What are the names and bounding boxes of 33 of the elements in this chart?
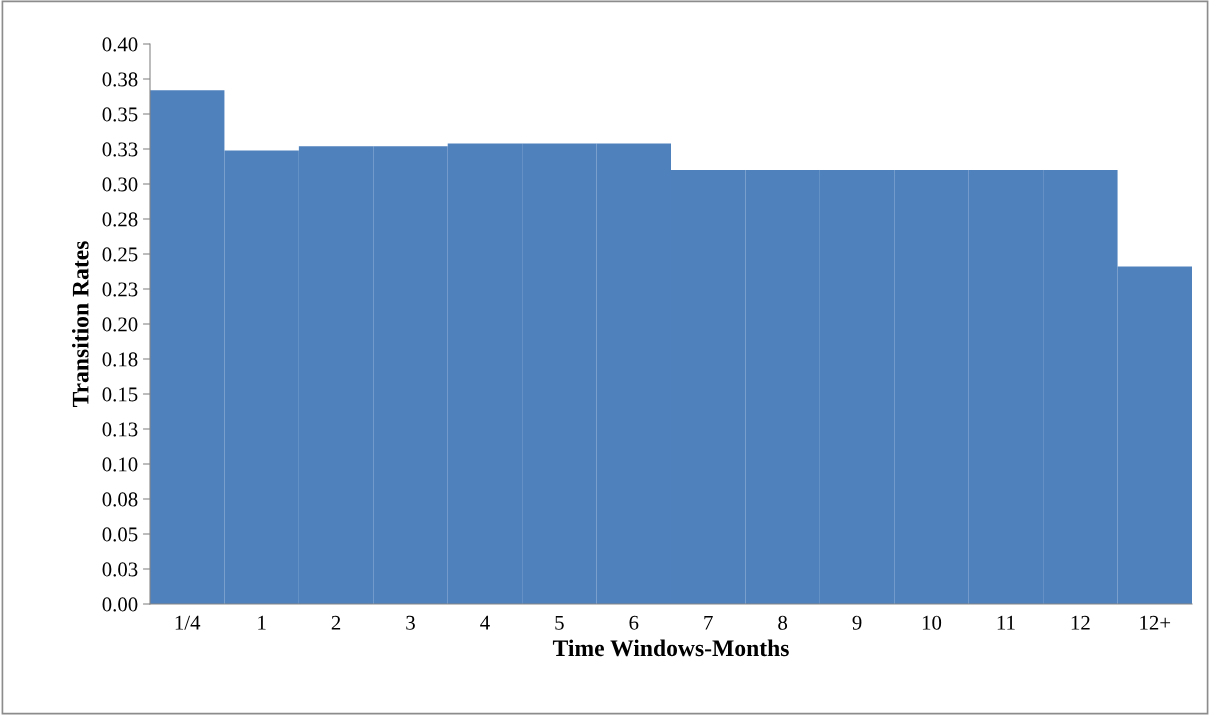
x-tick-label: 4 xyxy=(480,615,490,630)
y-tick-label: 0.20 xyxy=(102,317,138,332)
y-tick-label: 0.05 xyxy=(102,527,138,542)
y-tick-label: 0.25 xyxy=(102,247,138,262)
y-tick-label: 0.28 xyxy=(102,212,138,227)
y-tick-label: 0.13 xyxy=(102,422,138,437)
x-axis-title: Time Windows-Months xyxy=(552,639,789,657)
y-tick-label: 0.18 xyxy=(102,352,138,367)
y-tick-label: 0.10 xyxy=(102,457,138,472)
y-tick-label: 0.15 xyxy=(102,387,138,402)
y-tick-label: 0.30 xyxy=(102,177,138,192)
y-axis-title: Transition Rates xyxy=(71,241,89,408)
x-tick-label: 6 xyxy=(629,615,639,630)
x-tick-label: 7 xyxy=(704,615,713,630)
x-tick-label: 10 xyxy=(922,615,942,630)
x-tick-label: 9 xyxy=(852,615,862,630)
x-tick-label: 1 xyxy=(258,615,266,630)
x-tick-label: 3 xyxy=(406,615,415,630)
x-tick-label: 2 xyxy=(331,615,341,630)
y-tick-label: 0.40 xyxy=(102,37,138,52)
x-tick-label: 11 xyxy=(997,615,1015,630)
y-tick-label: 0.35 xyxy=(102,107,138,122)
y-tick-label: 0.03 xyxy=(102,562,138,577)
x-tick-label: 5 xyxy=(555,615,564,630)
x-tick-label: 8 xyxy=(778,615,788,630)
x-tick-label: 1/4 xyxy=(175,615,201,630)
y-tick-label: 0.23 xyxy=(102,282,138,297)
y-tick-label: 0.08 xyxy=(102,492,138,507)
y-tick-label: 0.33 xyxy=(102,142,138,157)
y-tick-label: 0.00 xyxy=(102,597,138,612)
x-tick-label: 12 xyxy=(1071,615,1090,630)
x-tick-label: 12+ xyxy=(1140,615,1171,630)
y-tick-label: 0.38 xyxy=(102,72,138,87)
